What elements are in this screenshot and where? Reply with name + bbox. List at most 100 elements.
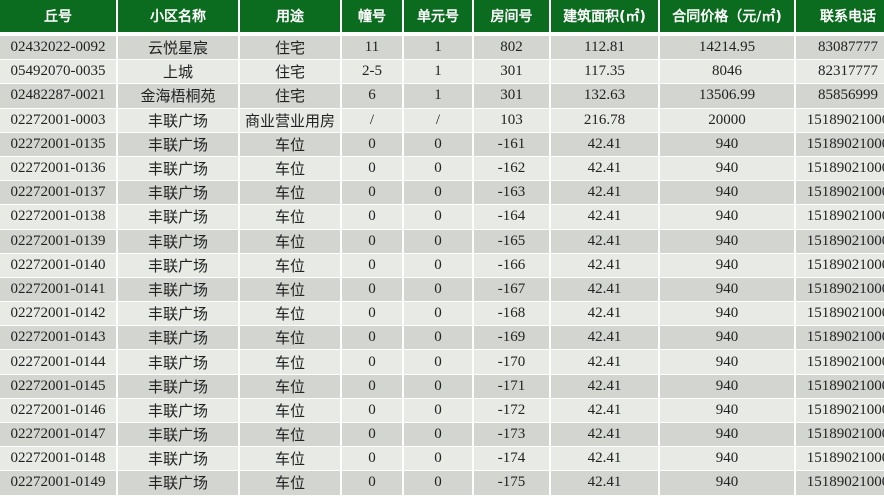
header-unit-no: 单元号 bbox=[404, 0, 472, 35]
cell-phone: 15189021000 bbox=[796, 471, 884, 495]
cell-unit-no: 0 bbox=[404, 398, 472, 422]
table-row: 02272001-0003 丰联广场 商业营业用房 //103 216.78 20000 1… bbox=[0, 108, 884, 132]
cell-unit-no: 0 bbox=[404, 374, 472, 398]
table-row: 02272001-0138 丰联广场 车位 0 0 -164 42.41 940 1518902… bbox=[0, 205, 884, 229]
cell-building-no: 2-5 bbox=[342, 60, 402, 84]
cell-floor-area: 42.41 bbox=[551, 156, 658, 181]
cell-room-no: 802 bbox=[474, 36, 549, 60]
cell-building-no: 0 bbox=[342, 374, 402, 398]
cell-parcel-no: 02272001-0138 bbox=[0, 205, 116, 229]
cell-usage: 车位 bbox=[240, 229, 340, 253]
cell-building-no: 0 bbox=[342, 132, 402, 156]
cell-building-no: 0 bbox=[342, 471, 402, 495]
table-row: 05492070-0035 上城 住宅 2-5 1 301 117.35 8046 823177… bbox=[0, 60, 884, 84]
cell-building-no: 0 bbox=[342, 326, 402, 350]
cell-building-no: 0 bbox=[342, 277, 402, 302]
cell-phone: 15189021000 bbox=[796, 302, 884, 326]
cell-floor-area: 42.41 bbox=[551, 181, 658, 205]
header-floor-area: 建筑面积(㎡) bbox=[551, 0, 658, 35]
table-row: 02272001-0140 丰联广场 车位 0 0 -166 42.41 940 1518902… bbox=[0, 253, 884, 277]
cell-unit-no: 0 bbox=[404, 181, 472, 205]
cell-phone: 15189021000 bbox=[796, 181, 884, 205]
cell-community-name: 金海梧桐苑 bbox=[118, 84, 238, 108]
cell-community-name: 丰联广场 bbox=[118, 156, 238, 181]
cell-phone: 15189021000 bbox=[796, 205, 884, 229]
cell-phone: 15189021000 bbox=[796, 374, 884, 398]
cell-usage: 车位 bbox=[240, 398, 340, 422]
cell-community-name: 丰联广场 bbox=[118, 253, 238, 277]
table-row: 02272001-0149 丰联广场 车位 0 0 -175 42.41 940 1518902… bbox=[0, 471, 884, 495]
cell-contract-price: 14214.95 bbox=[660, 36, 794, 60]
table-row: 02482287-0021 金海梧桐苑 住宅 6 1 301 132.63 13506.99 8… bbox=[0, 84, 884, 108]
cell-parcel-no: 02272001-0142 bbox=[0, 302, 116, 326]
cell-floor-area: 42.41 bbox=[551, 302, 658, 326]
cell-usage: 车位 bbox=[240, 374, 340, 398]
table-row: 02432022-0092 云悦星宸 住宅 11 1 802 112.81 14214.95 8… bbox=[0, 36, 884, 60]
cell-phone: 15189021000 bbox=[796, 398, 884, 422]
cell-building-no: 0 bbox=[342, 253, 402, 277]
cell-parcel-no: 02272001-0137 bbox=[0, 181, 116, 205]
cell-unit-no: 0 bbox=[404, 229, 472, 253]
cell-phone: 82317777 bbox=[796, 60, 884, 84]
cell-building-no: 0 bbox=[342, 229, 402, 253]
cell-community-name: 丰联广场 bbox=[118, 181, 238, 205]
cell-community-name: 丰联广场 bbox=[118, 471, 238, 495]
header-contract-price: 合同价格（元/㎡) bbox=[660, 0, 794, 35]
cell-contract-price: 940 bbox=[660, 423, 794, 447]
cell-community-name: 丰联广场 bbox=[118, 398, 238, 422]
cell-room-no: -162 bbox=[474, 156, 549, 181]
cell-community-name: 丰联广场 bbox=[118, 423, 238, 447]
cell-room-no: -169 bbox=[474, 326, 549, 350]
table-row: 02272001-0141 丰联广场 车位 0 0 -167 42.41 940 1518902… bbox=[0, 277, 884, 302]
cell-building-no: 0 bbox=[342, 205, 402, 229]
cell-room-no: -167 bbox=[474, 277, 549, 302]
cell-parcel-no: 02272001-0146 bbox=[0, 398, 116, 422]
cell-room-no: -173 bbox=[474, 423, 549, 447]
cell-community-name: 上城 bbox=[118, 60, 238, 84]
cell-floor-area: 42.41 bbox=[551, 447, 658, 471]
cell-floor-area: 42.41 bbox=[551, 229, 658, 253]
cell-room-no: 301 bbox=[474, 60, 549, 84]
table-row: 02272001-0142 丰联广场 车位 0 0 -168 42.41 940 1518902… bbox=[0, 302, 884, 326]
table-row: 02272001-0145 丰联广场 车位 0 0 -171 42.41 940 1518902… bbox=[0, 374, 884, 398]
cell-unit-no: 1 bbox=[404, 84, 472, 108]
cell-room-no: -175 bbox=[474, 471, 549, 495]
cell-community-name: 丰联广场 bbox=[118, 326, 238, 350]
cell-floor-area: 42.41 bbox=[551, 253, 658, 277]
cell-contract-price: 940 bbox=[660, 398, 794, 422]
cell-parcel-no: 02272001-0136 bbox=[0, 156, 116, 181]
cell-parcel-no: 02272001-0148 bbox=[0, 447, 116, 471]
cell-room-no: -164 bbox=[474, 205, 549, 229]
cell-parcel-no: 02272001-0147 bbox=[0, 423, 116, 447]
cell-floor-area: 42.41 bbox=[551, 398, 658, 422]
cell-contract-price: 940 bbox=[660, 374, 794, 398]
cell-building-no: 0 bbox=[342, 156, 402, 181]
cell-community-name: 丰联广场 bbox=[118, 302, 238, 326]
cell-usage: 商业营业用房 bbox=[240, 108, 340, 132]
cell-phone: 15189021000 bbox=[796, 447, 884, 471]
cell-contract-price: 940 bbox=[660, 326, 794, 350]
cell-usage: 车位 bbox=[240, 181, 340, 205]
cell-unit-no: 0 bbox=[404, 447, 472, 471]
cell-floor-area: 117.35 bbox=[551, 60, 658, 84]
table-row: 02272001-0148 丰联广场 车位 0 0 -174 42.41 940 1518902… bbox=[0, 447, 884, 471]
cell-contract-price: 940 bbox=[660, 132, 794, 156]
cell-phone: 15189021000 bbox=[796, 108, 884, 132]
cell-phone: 15189021000 bbox=[796, 229, 884, 253]
cell-building-no: / bbox=[342, 108, 402, 132]
cell-unit-no: 0 bbox=[404, 253, 472, 277]
cell-usage: 车位 bbox=[240, 302, 340, 326]
cell-usage: 车位 bbox=[240, 350, 340, 374]
cell-room-no: -166 bbox=[474, 253, 549, 277]
cell-floor-area: 216.78 bbox=[551, 108, 658, 132]
cell-floor-area: 112.81 bbox=[551, 36, 658, 60]
cell-unit-no: 1 bbox=[404, 36, 472, 60]
cell-building-no: 0 bbox=[342, 302, 402, 326]
cell-contract-price: 940 bbox=[660, 350, 794, 374]
cell-parcel-no: 02272001-0141 bbox=[0, 277, 116, 302]
cell-parcel-no: 02272001-0145 bbox=[0, 374, 116, 398]
cell-floor-area: 42.41 bbox=[551, 132, 658, 156]
table-row: 02272001-0135 丰联广场 车位 0 0 -161 42.41 940 1518902… bbox=[0, 132, 884, 156]
cell-floor-area: 42.41 bbox=[551, 423, 658, 447]
cell-unit-no: 0 bbox=[404, 156, 472, 181]
